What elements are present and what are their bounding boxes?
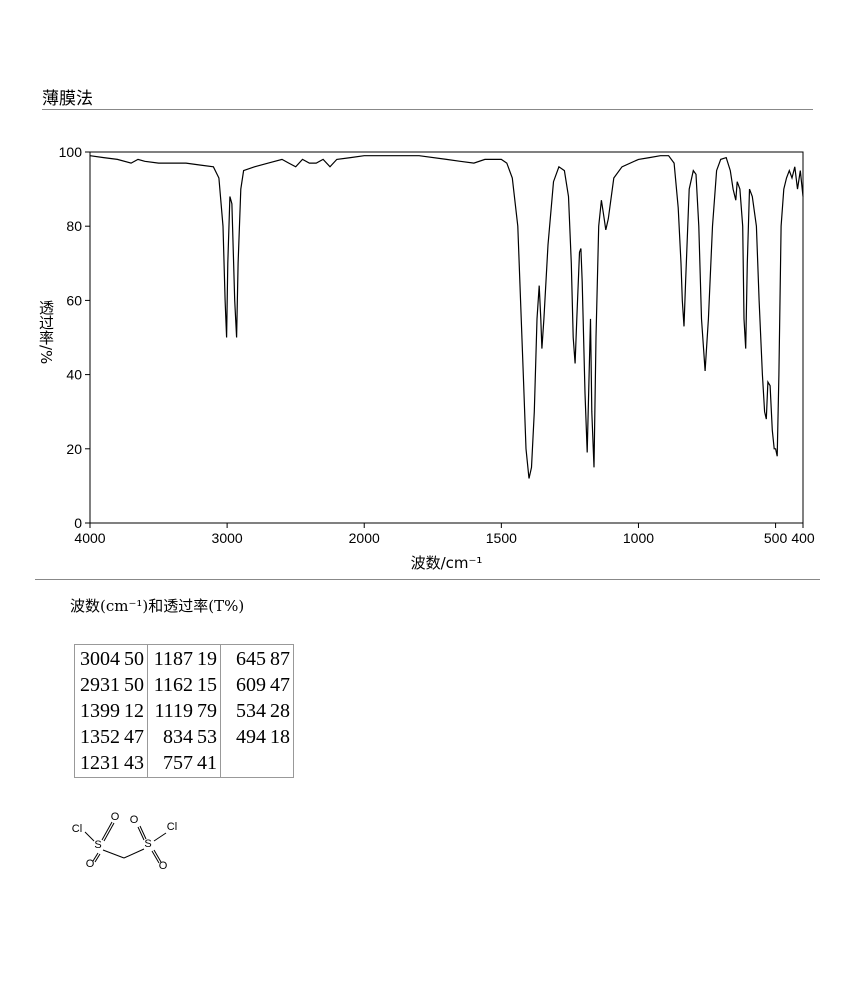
method-title: 薄膜法 bbox=[42, 89, 93, 109]
transmittance: 12 bbox=[124, 700, 144, 722]
peak-table: 3004 50 2931 50 1399 12 1352 47 1231 43 1187 19 1162… bbox=[74, 644, 294, 778]
transmittance: 47 bbox=[270, 674, 290, 696]
wavenumber: 2931 bbox=[80, 674, 120, 696]
x-tick-label: 4000 bbox=[74, 530, 105, 546]
x-tick-label: 400 bbox=[791, 530, 815, 546]
atom-label: S bbox=[144, 838, 151, 850]
atom-label: Cl bbox=[167, 821, 177, 833]
bonds bbox=[84, 821, 167, 864]
chart: 0 20 40 60 80 100 4000 3000 2000 1500 1000 500 400 波数… bbox=[59, 144, 815, 572]
transmittance: 47 bbox=[124, 726, 144, 748]
atom-label: O bbox=[130, 814, 139, 826]
transmittance: 53 bbox=[197, 726, 217, 748]
y-tick-label: 100 bbox=[59, 144, 83, 160]
atom-label: O bbox=[111, 811, 120, 823]
x-tick-label: 3000 bbox=[212, 530, 243, 546]
x-tick-label: 1500 bbox=[486, 530, 517, 546]
x-tick-label: 500 bbox=[764, 530, 788, 546]
wavenumber: 1231 bbox=[80, 752, 120, 774]
atom-label: S bbox=[94, 839, 101, 851]
peak-entry: 1352 47 bbox=[78, 724, 144, 750]
peak-entry: 609 47 bbox=[224, 672, 290, 698]
wavenumber: 609 bbox=[236, 674, 266, 696]
table-column: 1187 19 1162 15 1119 79 834 53 757 41 bbox=[147, 644, 221, 778]
peak-entry: 534 28 bbox=[224, 698, 290, 724]
peak-entry: 494 18 bbox=[224, 724, 290, 750]
x-tick-label: 1000 bbox=[623, 530, 654, 546]
peak-entry: 1399 12 bbox=[78, 698, 144, 724]
y-axis-label: 透过率/% bbox=[37, 300, 55, 365]
spectrum-line bbox=[89, 155, 804, 479]
y-tick-label: 80 bbox=[66, 218, 82, 234]
wavenumber: 3004 bbox=[80, 648, 120, 670]
transmittance: 19 bbox=[197, 648, 217, 670]
transmittance: 50 bbox=[124, 648, 144, 670]
peak-entry: 1231 43 bbox=[78, 750, 144, 776]
atom-label: O bbox=[159, 860, 168, 872]
x-axis-label: 波数/cm⁻¹ bbox=[411, 554, 483, 572]
wavenumber: 534 bbox=[236, 700, 266, 722]
peak-entry: 757 41 bbox=[151, 750, 217, 776]
y-tick-label: 0 bbox=[74, 515, 82, 531]
peak-entry: 1119 79 bbox=[151, 698, 217, 724]
peak-entry: 3004 50 bbox=[78, 646, 144, 672]
table-caption: 波数(cm⁻¹)和透过率(T%) bbox=[70, 597, 245, 615]
table-column: 3004 50 2931 50 1399 12 1352 47 1231 43 bbox=[74, 644, 148, 778]
transmittance: 15 bbox=[197, 674, 217, 696]
footer-rule bbox=[35, 579, 820, 580]
y-tick-label: 20 bbox=[66, 441, 82, 457]
peak-entry: 645 87 bbox=[224, 646, 290, 672]
transmittance: 50 bbox=[124, 674, 144, 696]
transmittance: 87 bbox=[270, 648, 290, 670]
wavenumber: 1119 bbox=[154, 700, 193, 722]
transmittance: 28 bbox=[270, 700, 290, 722]
x-tick-label: 2000 bbox=[349, 530, 380, 546]
peak-entry: 834 53 bbox=[151, 724, 217, 750]
y-tick-label: 60 bbox=[66, 292, 82, 308]
header-rule bbox=[42, 109, 813, 110]
transmittance: 18 bbox=[270, 726, 290, 748]
wavenumber: 1352 bbox=[80, 726, 120, 748]
wavenumber: 645 bbox=[236, 648, 266, 670]
transmittance: 41 bbox=[197, 752, 217, 774]
peak-entry: 1187 19 bbox=[151, 646, 217, 672]
wavenumber: 757 bbox=[163, 752, 193, 774]
plot-frame bbox=[89, 151, 804, 524]
peak-entry: 2931 50 bbox=[78, 672, 144, 698]
atom-label: O bbox=[86, 858, 95, 870]
atom-label: Cl bbox=[72, 823, 82, 835]
transmittance: 43 bbox=[124, 752, 144, 774]
wavenumber: 1162 bbox=[153, 674, 193, 696]
wavenumber: 834 bbox=[163, 726, 193, 748]
peak-entry: 1162 15 bbox=[151, 672, 217, 698]
wavenumber: 1399 bbox=[80, 700, 120, 722]
y-tick-label: 40 bbox=[66, 367, 82, 383]
table-column: 645 87 609 47 534 28 494 18 bbox=[220, 644, 294, 778]
wavenumber: 494 bbox=[236, 726, 266, 748]
transmittance: 79 bbox=[197, 700, 217, 722]
table-row: 3004 50 2931 50 1399 12 1352 47 1231 43 1187 19 1162… bbox=[74, 644, 294, 778]
wavenumber: 1187 bbox=[153, 648, 193, 670]
